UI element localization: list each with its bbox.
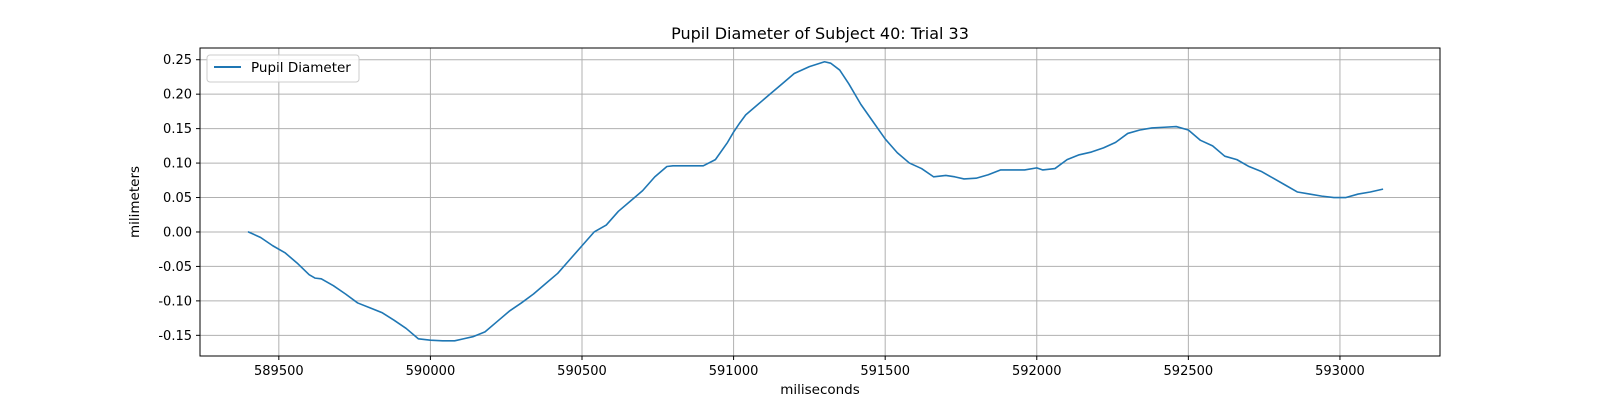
y-tick: -0.10	[158, 294, 200, 309]
x-tick: 590500	[557, 356, 607, 379]
y-tick: 0.10	[163, 157, 200, 172]
y-tick-label: -0.05	[158, 260, 192, 275]
y-tick-label: 0.25	[163, 53, 192, 68]
x-axis-label: miliseconds	[780, 382, 860, 398]
legend-box	[206, 54, 360, 83]
grid-lines	[200, 48, 1440, 356]
x-tick: 592500	[1164, 356, 1214, 379]
y-tick: 0.15	[163, 122, 200, 137]
legend: Pupil Diameter	[206, 54, 360, 83]
y-tick-label: 0.15	[163, 122, 192, 137]
x-tick: 593000	[1315, 356, 1365, 379]
y-axis-label: milimeters	[127, 166, 143, 238]
y-tick: 0.05	[163, 191, 200, 206]
y-tick: -0.05	[158, 260, 200, 275]
x-tick-label: 592000	[1012, 364, 1062, 379]
series-line-pupil-diameter	[247, 60, 1384, 342]
x-tick: 591500	[860, 356, 910, 379]
y-tick-label: 0.20	[163, 88, 192, 103]
y-tick: 0.00	[163, 225, 200, 240]
y-tick: -0.15	[158, 329, 200, 344]
y-tick: 0.25	[163, 53, 200, 68]
legend-label-pupil-diameter: Pupil Diameter	[251, 60, 351, 76]
y-tick-label: 0.05	[163, 191, 192, 206]
x-tick-label: 592500	[1164, 364, 1214, 379]
y-tick-label: 0.10	[163, 157, 192, 172]
x-tick-label: 591000	[709, 364, 759, 379]
x-tick-label: 589500	[254, 364, 304, 379]
x-tick-label: 590000	[406, 364, 456, 379]
x-tick: 591000	[709, 356, 759, 379]
x-tick: 592000	[1012, 356, 1062, 379]
y-tick: 0.20	[163, 88, 200, 103]
x-tick-label: 590500	[557, 364, 607, 379]
plot-frame	[199, 47, 1441, 357]
series-layer	[247, 60, 1384, 342]
y-tick-label: -0.15	[158, 329, 192, 344]
x-tick-label: 591500	[860, 364, 910, 379]
y-tick-label: -0.10	[158, 294, 192, 309]
y-tick-label: 0.00	[163, 225, 192, 240]
x-tick: 590000	[406, 356, 456, 379]
x-tick: 589500	[254, 356, 304, 379]
x-axis: 589500 590000 590500 591000 591500 592000 5925…	[254, 356, 1365, 379]
x-tick-label: 593000	[1315, 364, 1365, 379]
chart-title: Pupil Diameter of Subject 40: Trial 33	[671, 24, 969, 43]
y-axis: -0.15 -0.10 -0.05 0.00 0.05 0.10 0.15 0.20 0.25	[158, 53, 200, 344]
